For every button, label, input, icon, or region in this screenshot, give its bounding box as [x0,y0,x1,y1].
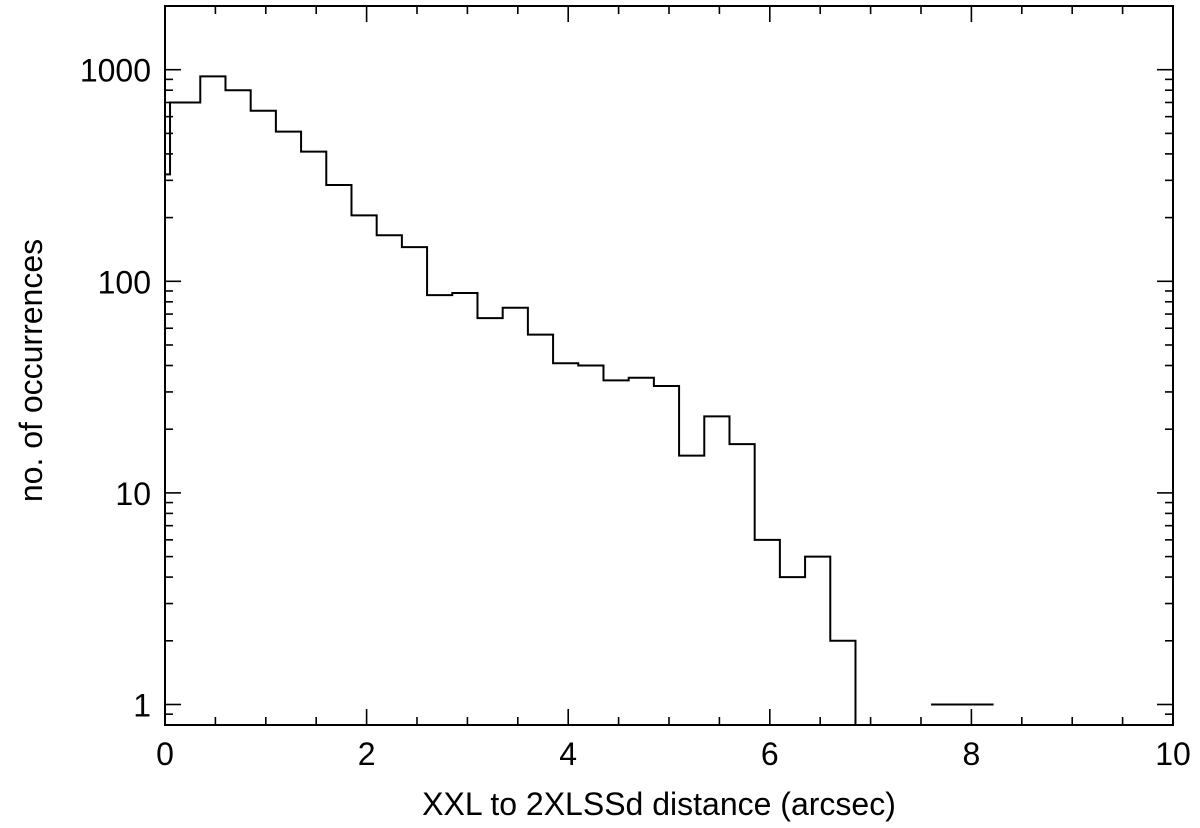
y-tick-label: 10 [115,476,151,512]
histogram-step-line [164,75,994,725]
plot-frame [164,5,1174,726]
x-tick-label: 4 [559,736,577,772]
axis-ticks [164,5,1174,726]
x-tick-label: 2 [358,736,376,772]
y-tick-label: 100 [98,264,151,300]
x-tick-label: 0 [156,736,174,772]
x-tick-label: 8 [963,736,981,772]
x-tick-label: 6 [761,736,779,772]
x-axis-title: XXL to 2XLSSd distance (arcsec) [422,786,896,822]
tick-labels: 0 2 4 6 8 10 1 10 100 1000 [80,53,1191,772]
y-tick-label: 1 [133,687,151,723]
y-tick-label: 1000 [80,53,151,89]
x-tick-label: 10 [1155,736,1191,772]
y-axis-title: no. of occurrences [13,239,49,502]
